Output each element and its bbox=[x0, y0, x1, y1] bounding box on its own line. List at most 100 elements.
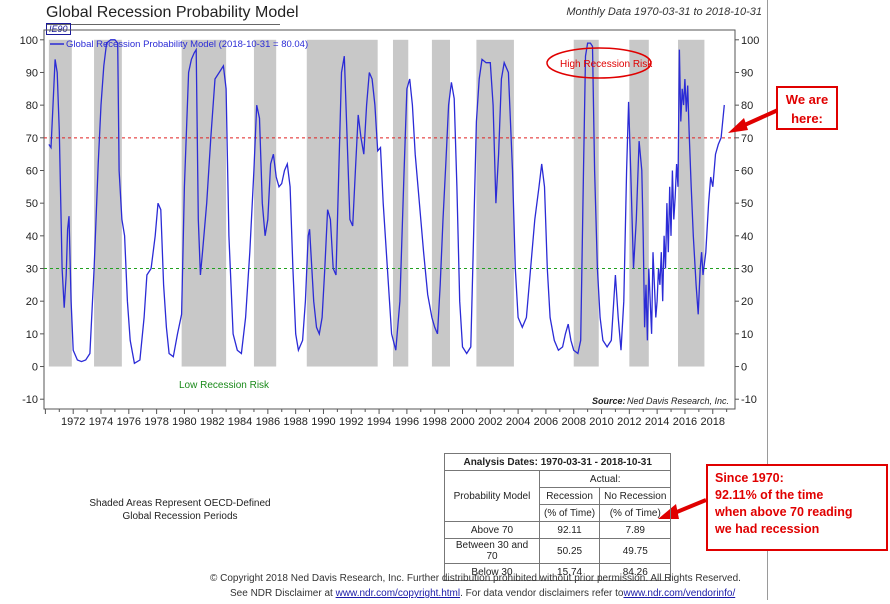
y-tick-label-left: 10 bbox=[26, 329, 38, 341]
since-line2: 92.11% of the time bbox=[715, 488, 824, 502]
vendorinfo-link[interactable]: www.ndr.com/vendorinfo/ bbox=[623, 588, 736, 599]
x-tick-label: 2016 bbox=[673, 416, 697, 428]
table-row: Above 70 92.11 7.89 bbox=[444, 521, 672, 539]
recession-period bbox=[94, 39, 122, 367]
y-tick-label-left: 30 bbox=[26, 264, 38, 276]
x-tick-label: 2006 bbox=[534, 416, 558, 428]
since-line1: Since 1970: bbox=[715, 471, 784, 485]
row-recession: 15.74 bbox=[538, 563, 601, 581]
y-tick-label-right: 50 bbox=[741, 198, 753, 210]
x-tick-label: 1996 bbox=[395, 416, 419, 428]
x-tick-label: 1974 bbox=[89, 416, 113, 428]
frame-border bbox=[767, 0, 768, 600]
row-no-recession: 7.89 bbox=[599, 521, 672, 539]
x-tick-label: 2008 bbox=[561, 416, 585, 428]
y-tick-label-right: 20 bbox=[741, 296, 753, 308]
title-underline bbox=[46, 24, 280, 25]
col-model-text: Probability Model bbox=[453, 490, 531, 502]
y-tick-label-left: 60 bbox=[26, 165, 38, 177]
col-header-no-recession-unit: (% of Time) bbox=[599, 504, 672, 522]
x-tick-label: 2014 bbox=[645, 416, 669, 428]
y-tick-label-left: -10 bbox=[22, 394, 38, 406]
col-header-actual: Actual: bbox=[538, 470, 672, 488]
y-tick-label-left: 70 bbox=[26, 133, 38, 145]
row-label: Between 30 and 70 bbox=[444, 538, 540, 564]
analysis-table: Analysis Dates: 1970-03-31 - 2018-10-31 … bbox=[443, 453, 672, 581]
x-tick-label: 2000 bbox=[450, 416, 474, 428]
y-tick-label-right: 60 bbox=[741, 165, 753, 177]
y-tick-label-left: 50 bbox=[26, 198, 38, 210]
source-label: Source: bbox=[592, 396, 626, 406]
x-tick-label: 2002 bbox=[478, 416, 502, 428]
x-tick-label: 2012 bbox=[617, 416, 641, 428]
recession-period bbox=[476, 39, 514, 367]
plot-frame bbox=[43, 29, 736, 410]
x-tick-label: 1994 bbox=[367, 416, 391, 428]
source-name: Ned Davis Research, Inc. bbox=[627, 396, 729, 406]
date-range-subtitle: Monthly Data 1970-03-31 to 2018-10-31 bbox=[566, 6, 762, 18]
y-tick-label-right: 100 bbox=[741, 35, 759, 47]
row-label: Above 70 bbox=[444, 521, 540, 539]
recession-period bbox=[573, 39, 599, 367]
high-risk-ellipse bbox=[546, 47, 652, 79]
series-code: IE90 bbox=[46, 23, 71, 35]
low-risk-label: Low Recession Risk bbox=[179, 380, 270, 391]
probability-line bbox=[48, 39, 725, 365]
x-tick-label: 1988 bbox=[283, 416, 307, 428]
x-tick-label: 1998 bbox=[422, 416, 446, 428]
y-tick-label-right: 80 bbox=[741, 100, 753, 112]
y-tick-label-right: 10 bbox=[741, 329, 753, 341]
y-tick-label-left: 90 bbox=[26, 67, 38, 79]
y-tick-label-left: 20 bbox=[26, 296, 38, 308]
y-tick-label-right: -10 bbox=[741, 394, 757, 406]
shaded-areas-note: Shaded Areas Represent OECD-Defined Glob… bbox=[60, 497, 300, 523]
copyright-link[interactable]: www.ndr.com/copyright.html bbox=[335, 588, 461, 599]
legend-label: Global Recession Probability Model (2018… bbox=[66, 39, 308, 50]
disclaimer-line: See NDR Disclaimer at www.ndr.com/copyri… bbox=[230, 588, 770, 599]
recession-period bbox=[431, 39, 450, 367]
col-header-no-recession: No Recession bbox=[599, 487, 672, 505]
reference-lines bbox=[44, 137, 735, 270]
x-tick-label: 1972 bbox=[61, 416, 85, 428]
since-line3: when above 70 reading bbox=[715, 505, 853, 519]
legend: Global Recession Probability Model (2018… bbox=[50, 39, 308, 50]
callout-here-line2: here: bbox=[791, 111, 823, 126]
since-1970-callout: Since 1970: 92.11% of the time when abov… bbox=[706, 464, 888, 551]
x-tick-label: 1982 bbox=[200, 416, 224, 428]
recession-shading bbox=[48, 39, 705, 367]
row-recession: 50.25 bbox=[538, 538, 601, 564]
copyright-notice: © Copyright 2018 Ned Davis Research, Inc… bbox=[210, 573, 741, 584]
shaded-note-line1: Shaded Areas Represent OECD-Defined bbox=[89, 498, 271, 509]
x-tick-label: 2010 bbox=[589, 416, 613, 428]
x-tick-label: 1978 bbox=[144, 416, 168, 428]
callout-here-arrow bbox=[728, 108, 779, 133]
col-header-recession: Recession bbox=[538, 487, 601, 505]
we-are-here-callout: We are here: bbox=[776, 86, 838, 130]
chart-title: Global Recession Probability Model bbox=[46, 4, 299, 21]
col-header-model: Probability Model bbox=[444, 470, 540, 522]
recession-period bbox=[306, 39, 378, 367]
table-caption: Analysis Dates: 1970-03-31 - 2018-10-31 bbox=[443, 453, 672, 471]
recession-probability-chart: -10 -10 0 0 10 10 20 20 30 30 40 40 50 50 60 60 70 70 80 80… bbox=[20, 29, 779, 428]
row-no-recession: 49.75 bbox=[599, 538, 672, 564]
y-tick-label-right: 70 bbox=[741, 133, 753, 145]
y-tick-label-right: 0 bbox=[741, 362, 747, 374]
col-header-recession-unit: (% of Time) bbox=[538, 504, 601, 522]
high-risk-label: High Recession Risk bbox=[560, 59, 653, 70]
axes: -10 -10 0 0 10 10 20 20 30 30 40 40 50 50 60 60 70 70 80 80… bbox=[20, 35, 760, 428]
table-row: Below 30 15.74 84.26 bbox=[444, 563, 672, 581]
recession-period bbox=[392, 39, 409, 367]
y-tick-label-left: 0 bbox=[32, 362, 38, 374]
col-norecession-line1: No Recession bbox=[604, 490, 667, 502]
recession-period bbox=[253, 39, 277, 367]
shaded-note-line2: Global Recession Periods bbox=[122, 511, 238, 522]
disclaimer-text-b: . For data vendor disclaimers refer to bbox=[460, 588, 624, 599]
y-tick-label-left: 80 bbox=[26, 100, 38, 112]
x-tick-label: 2018 bbox=[701, 416, 725, 428]
recession-period bbox=[181, 39, 227, 367]
row-no-recession: 84.26 bbox=[599, 563, 672, 581]
y-tick-label-left: 100 bbox=[20, 35, 38, 47]
col-recession-line1: Recession bbox=[546, 490, 593, 502]
table-row: Between 30 and 70 50.25 49.75 bbox=[444, 538, 672, 564]
y-tick-label-right: 90 bbox=[741, 67, 753, 79]
